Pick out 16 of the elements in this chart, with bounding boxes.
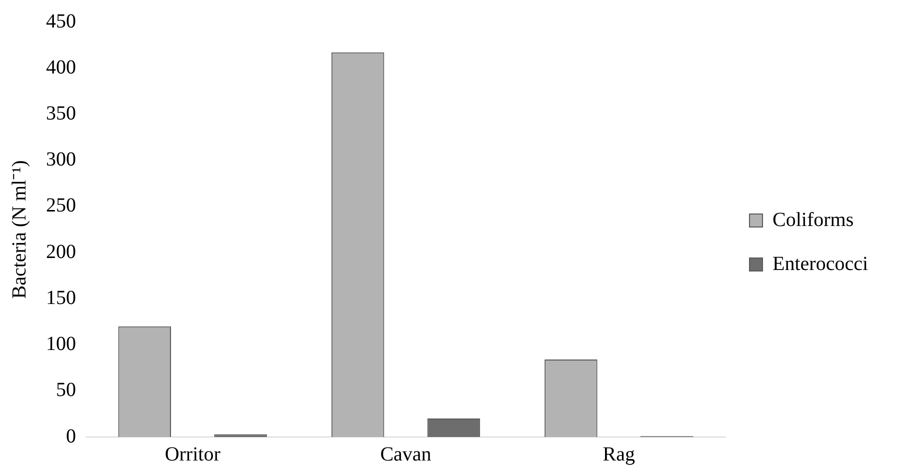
x-tick-label: Cavan bbox=[380, 443, 432, 466]
legend-label: Enterococci bbox=[772, 252, 868, 275]
y-tick-label: 300 bbox=[46, 148, 76, 171]
y-tick-label: 250 bbox=[46, 194, 76, 217]
y-tick-label: 100 bbox=[46, 333, 76, 356]
y-axis-title: Bacteria (N ml⁻¹) bbox=[8, 160, 30, 299]
legend-label: Coliforms bbox=[772, 208, 854, 231]
y-tick-label: 350 bbox=[46, 102, 76, 124]
x-tick-label: Rag bbox=[602, 443, 636, 466]
y-tick-label: 50 bbox=[56, 379, 76, 402]
x-tick-label: Orritor bbox=[164, 443, 221, 466]
y-tick-label: 450 bbox=[46, 10, 76, 32]
y-tick-label: 150 bbox=[46, 286, 76, 309]
y-tick-label: 0 bbox=[66, 425, 76, 448]
y-tick-label: 200 bbox=[46, 240, 76, 263]
y-tick-label: 400 bbox=[46, 56, 76, 78]
